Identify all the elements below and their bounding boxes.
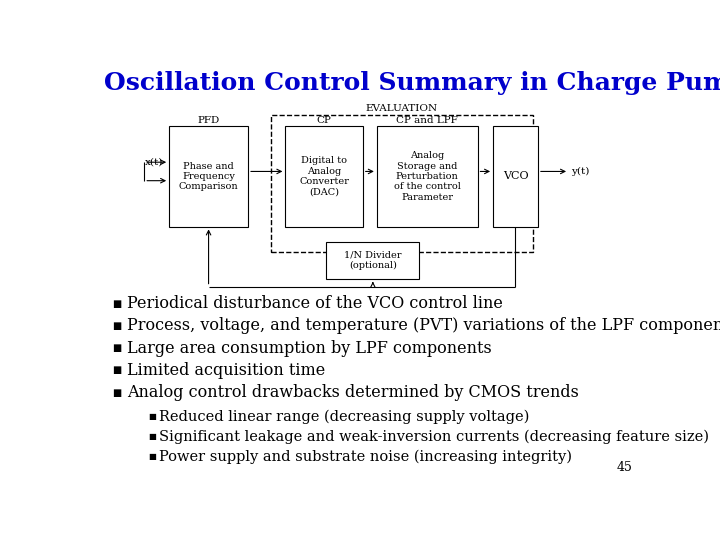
- Text: ■: ■: [148, 412, 156, 421]
- Bar: [493, 126, 538, 226]
- Text: PFD: PFD: [197, 116, 220, 125]
- Text: CP: CP: [317, 116, 331, 125]
- Text: ■: ■: [112, 366, 121, 375]
- Text: Analog
Storage and
Perturbation
of the control
Parameter: Analog Storage and Perturbation of the c…: [394, 151, 461, 202]
- Text: ■: ■: [112, 299, 121, 308]
- Text: Reduced linear range (decreasing supply voltage): Reduced linear range (decreasing supply …: [159, 409, 529, 424]
- Text: ■: ■: [148, 452, 156, 461]
- Text: Phase and
Frequency
Comparison: Phase and Frequency Comparison: [179, 161, 238, 191]
- Text: VCO: VCO: [503, 172, 528, 181]
- Text: ■: ■: [112, 321, 121, 331]
- Text: ■: ■: [112, 388, 121, 398]
- Text: Significant leakage and weak-inversion currents (decreasing feature size): Significant leakage and weak-inversion c…: [159, 429, 709, 444]
- Text: 1/N Divider
(optional): 1/N Divider (optional): [344, 251, 402, 270]
- Bar: [285, 126, 363, 226]
- Text: Periodical disturbance of the VCO control line: Periodical disturbance of the VCO contro…: [127, 295, 503, 312]
- Text: Limited acquisition time: Limited acquisition time: [127, 362, 325, 379]
- Text: CP and LPF: CP and LPF: [396, 116, 458, 125]
- Bar: [271, 115, 533, 252]
- Text: Process, voltage, and temperature (PVT) variations of the LPF components: Process, voltage, and temperature (PVT) …: [127, 318, 720, 334]
- Text: Digital to
Analog
Converter
(DAC): Digital to Analog Converter (DAC): [299, 157, 349, 197]
- Bar: [377, 126, 477, 226]
- Text: ■: ■: [112, 343, 121, 353]
- Text: Large area consumption by LPF components: Large area consumption by LPF components: [127, 340, 492, 356]
- Text: 45: 45: [616, 462, 632, 475]
- Text: x(t): x(t): [145, 158, 163, 167]
- Text: Analog control drawbacks determined by CMOS trends: Analog control drawbacks determined by C…: [127, 384, 579, 401]
- Bar: [326, 242, 419, 279]
- Text: EVALUATION: EVALUATION: [366, 104, 438, 113]
- Text: Oscillation Control Summary in Charge Pump PLL: Oscillation Control Summary in Charge Pu…: [104, 71, 720, 95]
- Text: Power supply and substrate noise (increasing integrity): Power supply and substrate noise (increa…: [159, 449, 572, 464]
- Text: ■: ■: [148, 432, 156, 441]
- Text: y(t): y(t): [571, 167, 590, 176]
- Bar: [169, 126, 248, 226]
